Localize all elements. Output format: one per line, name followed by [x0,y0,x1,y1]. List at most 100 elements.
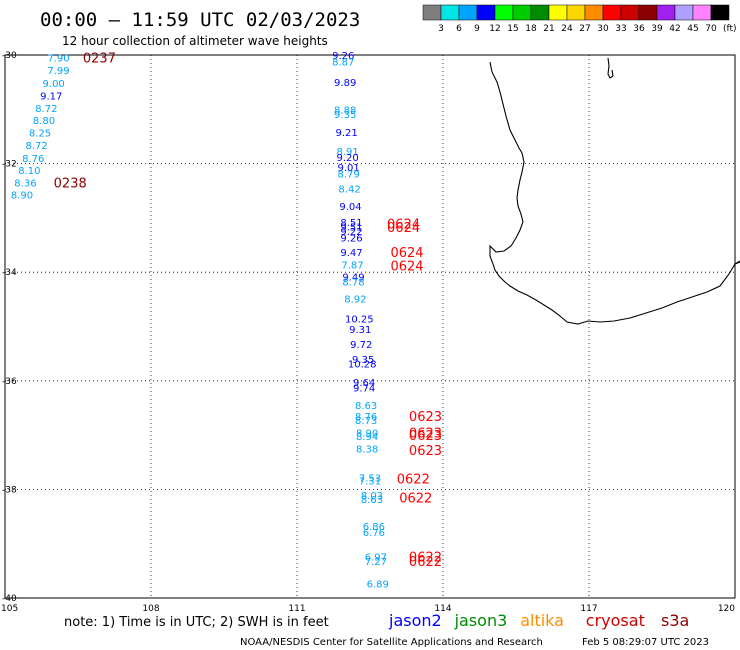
legend-label: 3 [438,24,444,34]
wave-height-observations: 7.907.999.009.178.728.808.258.728.768.10… [11,51,389,590]
wave-height-value: 9.21 [336,128,358,139]
lon-label: 105 [1,604,18,614]
lat-label: -32 [2,160,17,170]
legend-label: 36 [633,24,645,34]
legend-label: 15 [507,24,518,34]
legend-swatch [458,4,478,21]
legend-swatch [638,4,658,21]
wave-height-value: 9.74 [353,383,375,394]
pass-time-label: 0622 [409,555,442,570]
legend-label: 9 [474,24,480,34]
wave-height-value: 8.80 [33,116,55,127]
wave-height-value: 8.73 [355,416,377,427]
legend-swatch [656,4,676,21]
wave-height-value: 6.86 [363,522,385,533]
legend-unit: (ft) [723,24,737,34]
satellite-jason2-label: jason2 [388,611,442,630]
wave-height-value: 7.27 [365,557,387,568]
lat-label: -38 [2,485,17,495]
wave-height-value: 8.72 [35,104,57,115]
wave-height-value: 9.20 [336,153,358,164]
wave-height-value: 8.63 [355,401,377,412]
wave-height-value: 7.53 [359,473,381,484]
wave-height-value: 8.72 [26,141,48,152]
legend-swatch [692,4,712,21]
wave-height-value: 8.10 [18,166,40,177]
pass-time-label: 0622 [399,492,432,507]
wave-height-value: 8.90 [356,428,378,439]
wave-height-value: 8.63 [361,495,383,506]
wave-height-value: 9.01 [337,163,359,174]
pass-time-label: 0624 [390,260,423,275]
wave-height-value: 8.25 [29,129,51,140]
wave-height-value: 9.51 [340,223,362,234]
wave-height-value: 8.94 [356,432,378,443]
lon-label: 120 [718,604,735,614]
wave-height-value: 8.91 [336,147,358,158]
wave-height-value: 8.38 [356,445,378,456]
legend-label: 42 [669,24,680,34]
wave-height-value: 7.87 [341,261,363,272]
pass-time-label: 0237 [83,52,116,67]
pass-time-label: 0623 [409,444,442,459]
legend-swatch [422,4,442,21]
legend-swatch [602,4,622,21]
wave-height-value: 9.35 [352,355,374,366]
island-outline [607,57,614,79]
legend-swatch [494,4,514,21]
lat-label: -34 [2,268,17,278]
legend-swatch [584,4,604,21]
pass-time-label: 0624 [387,221,420,236]
legend-swatch [620,4,640,21]
footer-note: note: 1) Time is in UTC; 2) SWH is in fe… [64,615,329,630]
legend-swatch [476,4,496,21]
wave-height-value: 9.04 [339,202,361,213]
legend-label: 45 [687,24,698,34]
lon-label: 117 [580,604,597,614]
wave-height-value: 6.76 [363,528,385,539]
pass-time-label: 0624 [387,217,420,232]
wave-height-value: 8.90 [11,191,33,202]
legend-label: 30 [597,24,609,34]
color-scale-legend: 3 6 9 12 15 18 21 24 27 30 33 36 39 42 45 70 (ft) [422,4,737,34]
wave-height-value: 8.76 [22,154,44,165]
lat-label: -36 [2,377,17,387]
legend-label: 70 [705,24,717,34]
pass-time-label: 0238 [54,177,87,192]
wave-height-value: 8.51 [340,218,362,229]
legend-swatch [530,4,550,21]
wave-height-value: 7.99 [47,66,69,77]
legend-label: 27 [579,24,590,34]
wave-height-value: 8.88 [334,105,356,116]
map-title: 00:00 – 11:59 UTC 02/03/2023 [40,9,360,31]
wave-height-value: 6.97 [365,553,387,564]
lat-label: -30 [2,51,17,61]
wave-height-value: 9.72 [350,340,372,351]
wave-height-value: 10.25 [345,314,374,325]
map-border [4,54,736,599]
wave-height-value: 9.31 [349,325,371,336]
pass-time-label: 0624 [390,246,423,261]
wave-height-value: 6.89 [367,579,389,590]
lon-label: 114 [434,604,451,614]
coast-edge [734,261,740,265]
wave-height-value: 9.35 [334,110,356,121]
footer-timestamp: Feb 5 08:29:07 UTC 2023 [582,637,709,648]
wave-height-value: 8.87 [332,58,354,69]
wave-height-value: 8.36 [14,179,36,190]
wave-height-value: 9.89 [334,78,356,89]
pass-time-label: 0622 [409,551,442,566]
legend-label: 18 [525,24,537,34]
wave-height-value: 9.17 [40,92,62,103]
wave-height-value: 8.03 [361,491,383,502]
satellite-jason3-label: jason3 [454,611,508,630]
wave-height-value: 8.78 [342,277,364,288]
legend-label: 39 [651,24,663,34]
legend-swatch [566,4,586,21]
satellite-cryosat-label: cryosat [586,611,645,630]
legend-label: 6 [456,24,462,34]
legend-swatch [512,4,532,21]
wave-height-value: 7.31 [359,477,381,488]
